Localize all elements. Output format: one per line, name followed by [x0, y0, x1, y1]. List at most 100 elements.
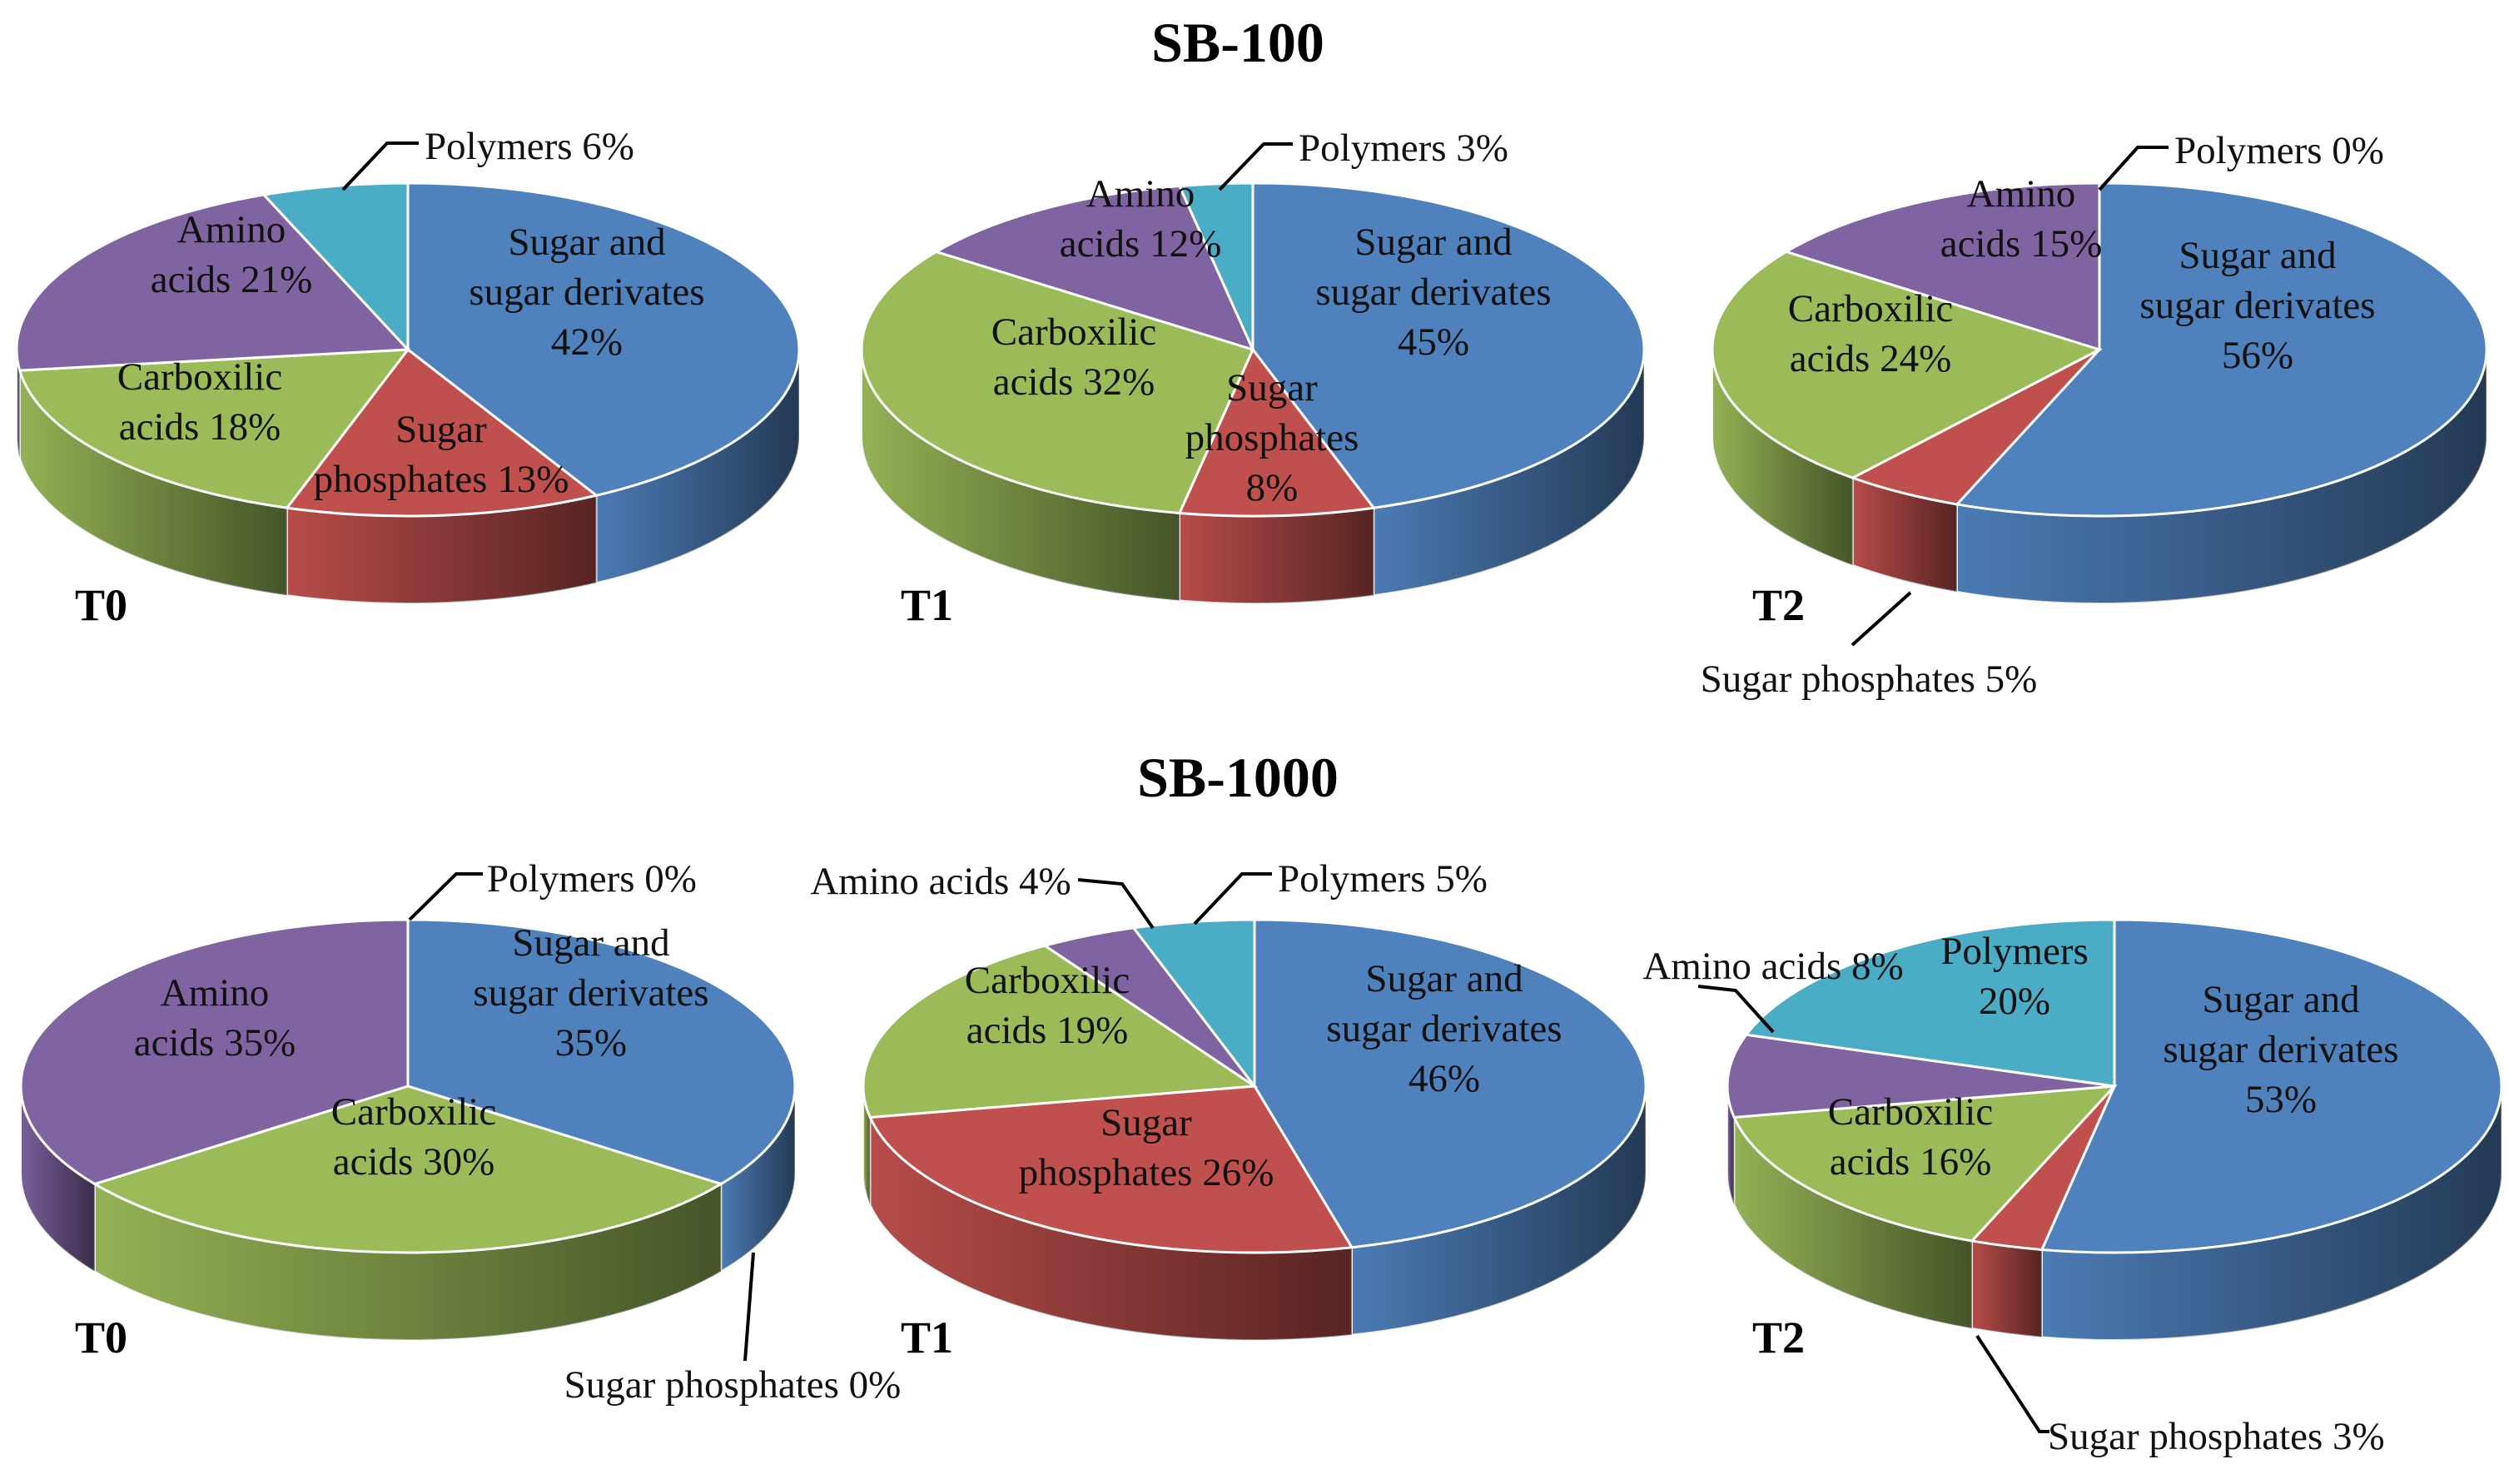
leader-line-polymers — [408, 872, 483, 921]
data-label-line: sugar derivates — [2139, 284, 2375, 327]
data-label-carboxylic: Carboxilic acids 24% — [1788, 287, 1953, 380]
data-label-line: Amino — [1086, 172, 1195, 216]
data-label-phosphates: Sugar phosphates 13% — [314, 408, 569, 501]
pie-slice-side-shade-sugar — [2041, 1086, 2502, 1340]
data-label-line: sugar derivates — [2163, 1028, 2398, 1071]
data-label-line: Sugar phosphates 5% — [1701, 658, 2038, 701]
data-label-line: 35% — [555, 1021, 627, 1065]
pie-slice-amino — [1783, 181, 2101, 352]
leader-line-phosphates — [1851, 591, 1912, 647]
pie-slice-side-shade-sugar — [596, 350, 799, 583]
panel-label-sb100-t0: T0 — [75, 580, 127, 630]
data-label-line: Polymers 0% — [2174, 129, 2384, 172]
data-label-line: Sugar and — [508, 221, 665, 264]
data-label-amino: Amino acids 12% — [1060, 172, 1221, 266]
leader-line-polymers — [2098, 146, 2169, 191]
leader-line-polymers — [1193, 872, 1272, 926]
data-label-line: acids 30% — [333, 1140, 494, 1184]
data-label-amino: Amino acids 21% — [151, 208, 312, 301]
data-label-polymers: Polymers 3% — [1299, 127, 1508, 170]
pie-slice-sugar — [1954, 181, 2488, 518]
pie-sb1000-t0: Sugar and sugar derivates 35% Sugar phospha… — [19, 857, 902, 1407]
leader-line-phosphates — [743, 1252, 755, 1362]
data-label-sugar: Sugar and sugar derivates 46% — [1326, 957, 1562, 1100]
pie-slice-phosphates — [1849, 348, 2101, 506]
data-label-carboxylic: Carboxilic acids 32% — [991, 310, 1156, 404]
data-label-line: acids 19% — [966, 1009, 1128, 1052]
data-label-line: Carboxilic — [331, 1090, 496, 1134]
pie-slice-carboxylic — [1711, 250, 2103, 479]
panel-label-sb1000-t0: T0 — [75, 1313, 127, 1362]
pie-slice-amino — [15, 193, 411, 372]
data-label-phosphates: Sugar phosphates 8% — [1185, 366, 1359, 509]
pie-slice-amino — [933, 184, 1255, 352]
pie-slice-side-shade-phosphates — [870, 1117, 1352, 1341]
panel-label-sb1000-t1: T1 — [901, 1313, 953, 1362]
pie-slice-phosphates — [868, 1084, 1354, 1254]
pie-sb1000-t1: Sugar and sugar derivates 46% Sugar phosphat… — [810, 857, 1647, 1362]
data-label-polymers: Polymers 5% — [1278, 857, 1488, 901]
data-label-amino: Amino acids 35% — [134, 971, 296, 1065]
data-label-line: Sugar and — [1365, 957, 1523, 1000]
pie-slice-carboxylic — [860, 250, 1255, 515]
data-label-sugar: Sugar and sugar derivates 42% — [469, 221, 704, 364]
pie-slice-polymers — [1131, 918, 1256, 1090]
pie-slice-sugar — [406, 181, 801, 497]
data-label-amino: Amino acids 8% — [1642, 945, 1903, 988]
data-label-line: Sugar — [1100, 1101, 1192, 1144]
data-label-line: 8% — [1246, 466, 1299, 509]
pie-slice-polymers — [1177, 181, 1254, 350]
data-label-line: sugar derivates — [1315, 270, 1551, 314]
data-label-line: Sugar phosphates 3% — [2048, 1415, 2385, 1458]
pie-slice-sugar — [1251, 181, 1646, 509]
data-label-line: Amino — [177, 208, 286, 251]
pie-slice-side-shade-carboxylic — [1712, 350, 1853, 566]
data-label-line: sugar derivates — [1326, 1007, 1562, 1050]
data-label-amino: Amino acids 15% — [1940, 172, 2102, 266]
data-label-carboxylic: Carboxilic acids 16% — [1828, 1090, 1993, 1184]
data-label-line: Amino — [1967, 172, 2076, 216]
data-label-line: Sugar phosphates 0% — [564, 1363, 902, 1407]
data-label-line: sugar derivates — [473, 971, 708, 1015]
data-label-line: Amino acids 4% — [810, 860, 1071, 903]
data-label-line: Carboxilic — [991, 310, 1156, 354]
data-label-polymers: Polymers 20% — [1940, 930, 2089, 1023]
data-label-line: acids 12% — [1060, 222, 1221, 266]
data-label-sugar: Sugar and sugar derivates 35% — [473, 921, 708, 1065]
data-label-line: Polymers 0% — [487, 857, 697, 901]
leader-line-amino — [1077, 878, 1155, 930]
data-label-line: Carboxilic — [117, 355, 282, 399]
data-label-line: 46% — [1409, 1057, 1480, 1100]
pie-slice-sugar — [2039, 918, 2503, 1254]
data-label-line: Sugar and — [2202, 978, 2359, 1021]
data-label-line: acids 18% — [119, 405, 281, 449]
data-label-line: 56% — [2222, 334, 2293, 377]
pie-slice-side-shade-phosphates — [286, 495, 597, 603]
pie-sb1000-t2: Sugar and sugar derivates 53% Sugar phospha… — [1642, 918, 2503, 1458]
data-label-sugar: Sugar and sugar derivates 45% — [1315, 221, 1551, 364]
pie-slice-side-shade-sugar — [1374, 350, 1644, 596]
data-label-line: acids 35% — [134, 1021, 296, 1065]
data-label-sugar: Sugar and sugar derivates 53% — [2163, 978, 2398, 1121]
data-label-line: Sugar and — [512, 921, 669, 965]
pie-slice-side-shade-carboxylic — [19, 370, 287, 596]
data-label-line: 53% — [2245, 1078, 2317, 1121]
pie-slice-carboxylic — [17, 348, 411, 509]
data-label-line: Carboxilic — [965, 959, 1130, 1002]
leader-line-phosphates — [1975, 1334, 2049, 1433]
pie-slice-sugar — [1253, 918, 1647, 1249]
data-label-phosphates: Sugar phosphates 3% — [2048, 1415, 2385, 1458]
pie-slice-side-shade-phosphates — [1179, 508, 1374, 603]
data-label-phosphates: Sugar phosphates 26% — [1019, 1101, 1274, 1194]
pie-slice-carboxylic — [1732, 1084, 2118, 1243]
pie-slice-carboxylic — [862, 944, 1259, 1119]
data-label-line: Polymers 5% — [1278, 857, 1488, 901]
data-label-phosphates: Sugar phosphates 0% — [564, 1363, 902, 1407]
data-label-line: Amino — [161, 971, 270, 1015]
pie-sb100-t2: Sugar and sugar derivates 56% Sugar phospha… — [1701, 129, 2488, 701]
data-label-polymers: Polymers 0% — [487, 857, 697, 901]
pie-slice-side-shade-carboxylic — [94, 1184, 722, 1340]
pie-slice-polymers — [261, 181, 410, 353]
pie-slice-side-shade-sugar — [721, 1086, 795, 1272]
